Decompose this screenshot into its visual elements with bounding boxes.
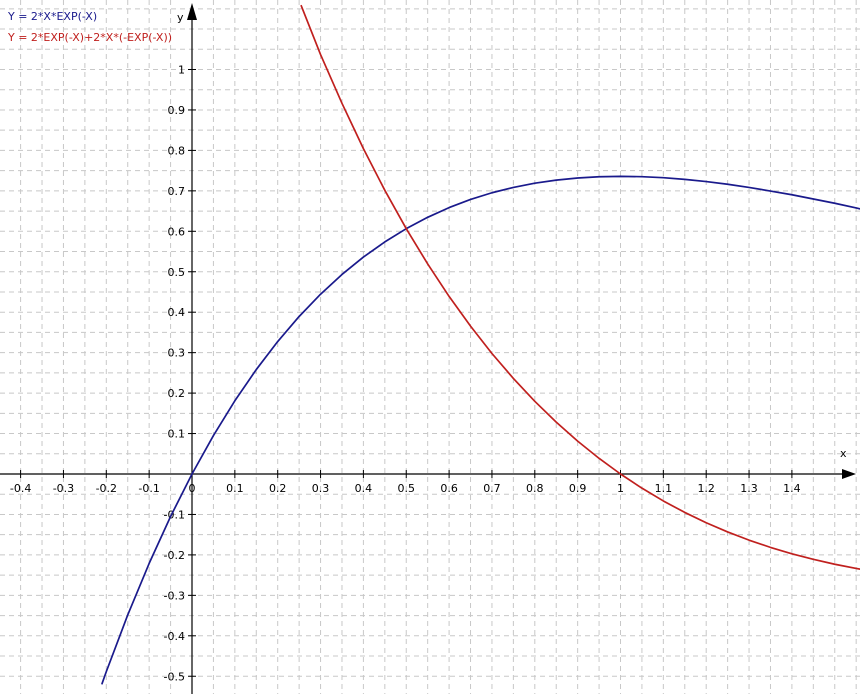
x-tick-label: 0.1	[226, 482, 244, 495]
legend-entry-0: Y = 2*X*EXP(-X)	[7, 10, 97, 23]
x-tick-label: 0.3	[312, 482, 330, 495]
x-axis-arrow-icon	[842, 469, 856, 479]
y-tick-label: 0.7	[168, 185, 186, 198]
y-tick-label: 0.2	[168, 387, 186, 400]
y-axis-arrow-icon	[187, 3, 197, 20]
y-tick-label: 0.3	[168, 347, 186, 360]
x-tick-label: -0.2	[96, 482, 117, 495]
y-tick-label: 0.1	[168, 428, 186, 441]
y-tick-label: 0.4	[168, 306, 186, 319]
axis-ticks: -0.4 -0.3 -0.2 -0.1 0 0.1 0.2 0.3 0.4 0.5 0.6 0.7 0.…	[10, 64, 801, 684]
x-tick-label: 0.6	[440, 482, 458, 495]
x-tick-label: 0.9	[569, 482, 587, 495]
x-tick-label: -0.1	[138, 482, 159, 495]
x-tick-label: 1	[617, 482, 624, 495]
y-tick-label: -0.4	[164, 630, 185, 643]
y-tick-label: -0.2	[164, 549, 185, 562]
x-tick-label: 1.3	[740, 482, 758, 495]
legend-entry-1: Y = 2*EXP(-X)+2*X*(-EXP(-X))	[7, 31, 172, 44]
x-tick-label: 0	[189, 482, 196, 495]
y-tick-label: 0.6	[168, 225, 186, 238]
series-line-1	[300, 4, 860, 570]
x-tick-label: 1.4	[783, 482, 801, 495]
y-tick-label: -0.5	[164, 670, 185, 683]
x-tick-label: 1.2	[697, 482, 715, 495]
curves	[101, 4, 860, 685]
x-tick-label: 0.4	[355, 482, 373, 495]
y-tick-label: 0.9	[168, 104, 186, 117]
y-axis-name: y	[177, 11, 184, 24]
x-axis-name: x	[840, 447, 847, 460]
x-tick-label: 0.2	[269, 482, 287, 495]
x-tick-label: -0.3	[53, 482, 74, 495]
legend: Y = 2*X*EXP(-X) Y = 2*EXP(-X)+2*X*(-EXP(…	[7, 10, 172, 44]
x-tick-label: 0.8	[526, 482, 544, 495]
x-tick-label: -0.4	[10, 482, 31, 495]
y-tick-label: -0.3	[164, 589, 185, 602]
x-tick-label: 1.1	[655, 482, 673, 495]
x-tick-label: 0.5	[398, 482, 416, 495]
y-tick-label: 0.8	[168, 144, 186, 157]
x-tick-label: 0.7	[483, 482, 501, 495]
y-tick-label: 1	[178, 64, 185, 77]
y-tick-label: 0.5	[168, 266, 186, 279]
series-line-0	[101, 175, 860, 685]
